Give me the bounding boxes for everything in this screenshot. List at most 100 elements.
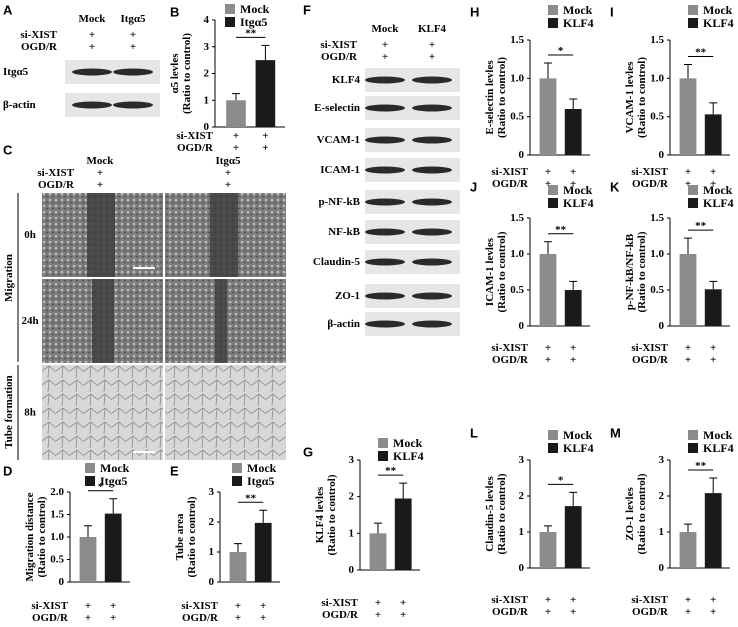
condition-mark: +	[382, 51, 388, 63]
legend-swatch	[688, 198, 698, 208]
y-axis-label: (Ratio to control)	[636, 57, 648, 138]
y-tick-label: 0	[519, 149, 525, 161]
legend-label: Mock	[100, 461, 130, 475]
y-tick-label: 0.5	[510, 111, 524, 123]
column-label: Itgα5	[215, 155, 241, 167]
condition-mark: +	[570, 606, 576, 618]
legend-swatch	[378, 438, 388, 448]
bar	[704, 114, 722, 155]
y-tick-label: 1	[204, 94, 210, 106]
significance: **	[245, 27, 257, 39]
time-label: 8h	[24, 407, 36, 419]
y-tick-label: 0	[59, 576, 65, 588]
error-bar	[684, 237, 692, 254]
bar	[104, 513, 122, 582]
condition-label: si-XIST	[491, 342, 528, 354]
column-label: Mock	[87, 155, 115, 167]
blot-band	[412, 166, 452, 174]
condition-mark: +	[262, 130, 268, 142]
error-bar	[544, 525, 552, 532]
condition-mark: +	[262, 142, 268, 154]
error-bar	[544, 62, 552, 79]
legend-swatch	[548, 443, 558, 453]
y-tick-label: 0.5	[650, 284, 664, 296]
legend-label: Itgα5	[100, 474, 127, 488]
panel-label: F	[303, 3, 311, 18]
blot-band	[412, 104, 452, 112]
condition-mark: +	[233, 142, 239, 154]
error-bar	[709, 280, 718, 290]
legend-swatch	[688, 430, 698, 440]
condition-label: si-XIST	[631, 166, 668, 178]
y-tick-label: 1.5	[510, 34, 524, 46]
condition-mark: +	[225, 179, 231, 191]
legend-swatch	[688, 18, 698, 28]
condition-mark: +	[89, 41, 95, 53]
blot-band	[365, 198, 405, 206]
panel-label: H	[470, 5, 479, 20]
y-tick-label: 1.5	[510, 212, 524, 224]
condition-mark: +	[85, 612, 91, 624]
y-tick-label: 0	[519, 320, 525, 332]
panel-label: M	[610, 426, 621, 441]
blot-band	[365, 76, 405, 84]
y-axis-label: ICAM-1 levles	[484, 237, 496, 306]
band-label: ZO-1	[335, 290, 360, 302]
significance: *	[98, 481, 104, 493]
condition-mark: +	[710, 178, 716, 190]
condition-label: OGD/R	[177, 142, 214, 154]
legend-swatch	[548, 5, 558, 15]
y-tick-label: 3	[659, 454, 665, 466]
bar	[394, 498, 412, 570]
condition-mark: +	[710, 354, 716, 366]
condition-mark: +	[570, 354, 576, 366]
micrograph	[42, 365, 163, 460]
blot-band	[412, 198, 452, 206]
condition-mark: +	[225, 167, 231, 179]
condition-mark: +	[545, 342, 551, 354]
legend-label: Itgα5	[240, 15, 267, 29]
condition-mark: +	[110, 600, 116, 612]
error-bar	[569, 491, 578, 507]
y-axis-label: (Ratio to control)	[496, 473, 508, 554]
bar	[79, 537, 97, 582]
y-tick-label: 0	[659, 149, 665, 161]
y-tick-label: 1.0	[510, 72, 524, 84]
blot-band	[365, 228, 405, 236]
bar	[704, 493, 722, 568]
blot-band	[412, 292, 452, 300]
condition-label: si-XIST	[37, 167, 74, 179]
significance: **	[695, 47, 707, 59]
condition-mark: +	[130, 41, 136, 53]
error-bar	[399, 482, 408, 499]
y-tick-label: 0	[209, 576, 215, 588]
bar	[704, 289, 722, 326]
error-bar	[374, 522, 382, 534]
y-axis-label: Tube area	[174, 513, 186, 560]
error-bar	[569, 280, 578, 290]
y-axis-label: ZO-1 levles	[624, 487, 636, 541]
panel-label: G	[303, 445, 313, 460]
condition-mark: +	[260, 600, 266, 612]
y-tick-label: 1.0	[50, 531, 64, 543]
error-bar	[234, 543, 242, 552]
error-bar	[261, 44, 270, 61]
y-tick-label: 0	[659, 562, 665, 574]
y-tick-label: 1	[659, 526, 665, 538]
condition-mark: +	[545, 594, 551, 606]
legend-label: Mock	[563, 183, 593, 197]
column-label: Mock	[372, 23, 400, 35]
panel-label: B	[170, 5, 179, 20]
error-bar	[684, 523, 692, 532]
bar	[679, 532, 697, 568]
band-label: ICAM-1	[320, 164, 360, 176]
condition-mark: +	[570, 594, 576, 606]
legend-label: KLF4	[393, 449, 424, 463]
blot-band	[412, 136, 452, 144]
bar	[539, 254, 557, 326]
y-axis-label: (Ratio to control)	[636, 231, 648, 312]
band-label: E-selectin	[314, 102, 360, 114]
condition-mark: +	[260, 612, 266, 624]
legend-swatch	[225, 4, 235, 14]
legend-label: Itgα5	[247, 474, 274, 488]
